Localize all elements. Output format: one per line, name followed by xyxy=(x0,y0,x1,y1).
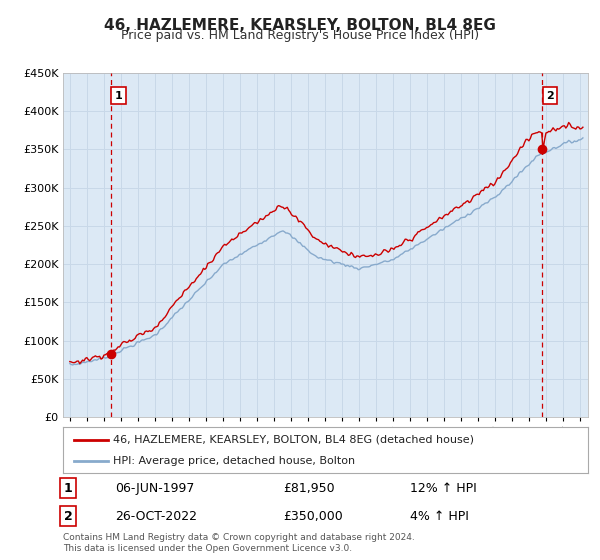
Text: 26-OCT-2022: 26-OCT-2022 xyxy=(115,510,197,523)
Text: 1: 1 xyxy=(115,91,122,101)
Text: £350,000: £350,000 xyxy=(284,510,343,523)
Text: 2: 2 xyxy=(546,91,554,101)
Text: Contains HM Land Registry data © Crown copyright and database right 2024.
This d: Contains HM Land Registry data © Crown c… xyxy=(63,533,415,553)
Text: 2: 2 xyxy=(64,510,73,523)
Text: £81,950: £81,950 xyxy=(284,482,335,494)
Text: 1: 1 xyxy=(64,482,73,494)
Text: 12% ↑ HPI: 12% ↑ HPI xyxy=(409,482,476,494)
Text: HPI: Average price, detached house, Bolton: HPI: Average price, detached house, Bolt… xyxy=(113,456,355,466)
Text: Price paid vs. HM Land Registry's House Price Index (HPI): Price paid vs. HM Land Registry's House … xyxy=(121,29,479,42)
Text: 06-JUN-1997: 06-JUN-1997 xyxy=(115,482,195,494)
Text: 4% ↑ HPI: 4% ↑ HPI xyxy=(409,510,469,523)
Text: 46, HAZLEMERE, KEARSLEY, BOLTON, BL4 8EG (detached house): 46, HAZLEMERE, KEARSLEY, BOLTON, BL4 8EG… xyxy=(113,435,474,445)
Text: 46, HAZLEMERE, KEARSLEY, BOLTON, BL4 8EG: 46, HAZLEMERE, KEARSLEY, BOLTON, BL4 8EG xyxy=(104,18,496,32)
